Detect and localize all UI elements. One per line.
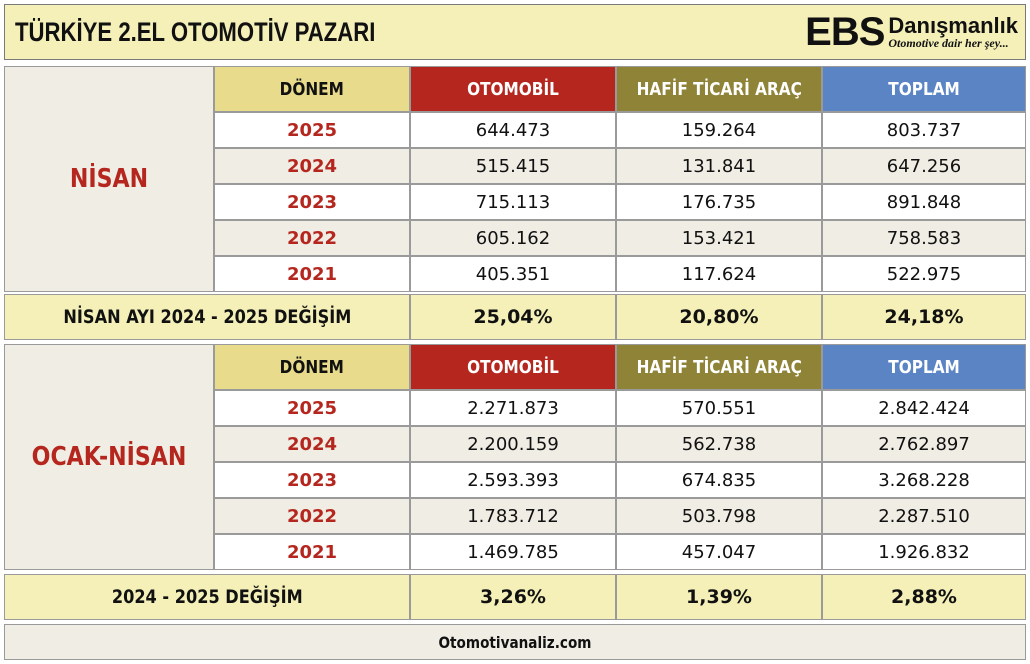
header-otomobil: OTOMOBİL [410, 344, 616, 390]
ebs-logo: EBS Danışmanlık Otomotive dair her şey..… [805, 10, 1018, 54]
hafif-cell: 153.421 [616, 220, 822, 256]
otomobil-cell: 2.593.393 [410, 462, 616, 498]
change-toplam: 24,18% [822, 294, 1026, 340]
change-hafif: 1,39% [616, 574, 822, 620]
year-cell: 2021 [214, 256, 410, 292]
year-cell: 2025 [214, 390, 410, 426]
change-toplam: 2,88% [822, 574, 1026, 620]
otomobil-cell: 515.415 [410, 148, 616, 184]
footer-source: Otomotivanaliz.com [4, 624, 1026, 660]
year-cell: 2023 [214, 462, 410, 498]
logo-brand: Danışmanlık [888, 13, 1018, 38]
page-title-text: TÜRKİYE 2.EL OTOMOTİV PAZARI [15, 16, 376, 47]
year-cell: 2024 [214, 426, 410, 462]
page-title: TÜRKİYE 2.EL OTOMOTİV PAZARI [4, 4, 1026, 60]
year-cell: 2025 [214, 112, 410, 148]
year-cell: 2023 [214, 184, 410, 220]
change-hafif: 20,80% [616, 294, 822, 340]
otomobil-cell: 1.469.785 [410, 534, 616, 570]
hafif-cell: 159.264 [616, 112, 822, 148]
header-toplam: TOPLAM [822, 344, 1026, 390]
toplam-cell: 2.762.897 [822, 426, 1026, 462]
hafif-cell: 570.551 [616, 390, 822, 426]
year-cell: 2021 [214, 534, 410, 570]
toplam-cell: 522.975 [822, 256, 1026, 292]
year-cell: 2022 [214, 498, 410, 534]
change-otomobil: 25,04% [410, 294, 616, 340]
header-donem: DÖNEM [214, 344, 410, 390]
hafif-cell: 117.624 [616, 256, 822, 292]
otomobil-cell: 644.473 [410, 112, 616, 148]
toplam-cell: 803.737 [822, 112, 1026, 148]
header-donem: DÖNEM [214, 66, 410, 112]
otomobil-cell: 605.162 [410, 220, 616, 256]
year-cell: 2024 [214, 148, 410, 184]
header-hafif-ticari: HAFİF TİCARİ ARAÇ [616, 66, 822, 112]
hafif-cell: 131.841 [616, 148, 822, 184]
header-hafif-ticari: HAFİF TİCARİ ARAÇ [616, 344, 822, 390]
section-label-nisan: NİSAN [4, 66, 214, 292]
toplam-cell: 647.256 [822, 148, 1026, 184]
otomobil-cell: 405.351 [410, 256, 616, 292]
hafif-cell: 503.798 [616, 498, 822, 534]
toplam-cell: 3.268.228 [822, 462, 1026, 498]
toplam-cell: 758.583 [822, 220, 1026, 256]
toplam-cell: 891.848 [822, 184, 1026, 220]
otomobil-cell: 1.783.712 [410, 498, 616, 534]
hafif-cell: 562.738 [616, 426, 822, 462]
hafif-cell: 674.835 [616, 462, 822, 498]
hafif-cell: 176.735 [616, 184, 822, 220]
header-otomobil: OTOMOBİL [410, 66, 616, 112]
toplam-cell: 2.287.510 [822, 498, 1026, 534]
hafif-cell: 457.047 [616, 534, 822, 570]
change-label-nisan: NİSAN AYI 2024 - 2025 DEĞİŞİM [4, 294, 410, 340]
logo-ebs-text: EBS [805, 10, 885, 54]
change-otomobil: 3,26% [410, 574, 616, 620]
year-cell: 2022 [214, 220, 410, 256]
otomobil-cell: 2.200.159 [410, 426, 616, 462]
logo-text-block: Danışmanlık Otomotive dair her şey... [888, 13, 1018, 50]
otomobil-cell: 715.113 [410, 184, 616, 220]
change-label-ocak-nisan: 2024 - 2025 DEĞİŞİM [4, 574, 410, 620]
toplam-cell: 1.926.832 [822, 534, 1026, 570]
header-toplam: TOPLAM [822, 66, 1026, 112]
toplam-cell: 2.842.424 [822, 390, 1026, 426]
otomobil-cell: 2.271.873 [410, 390, 616, 426]
section-label-ocak-nisan: OCAK-NİSAN [4, 344, 214, 570]
logo-tagline: Otomotive dair her şey... [888, 36, 1009, 50]
